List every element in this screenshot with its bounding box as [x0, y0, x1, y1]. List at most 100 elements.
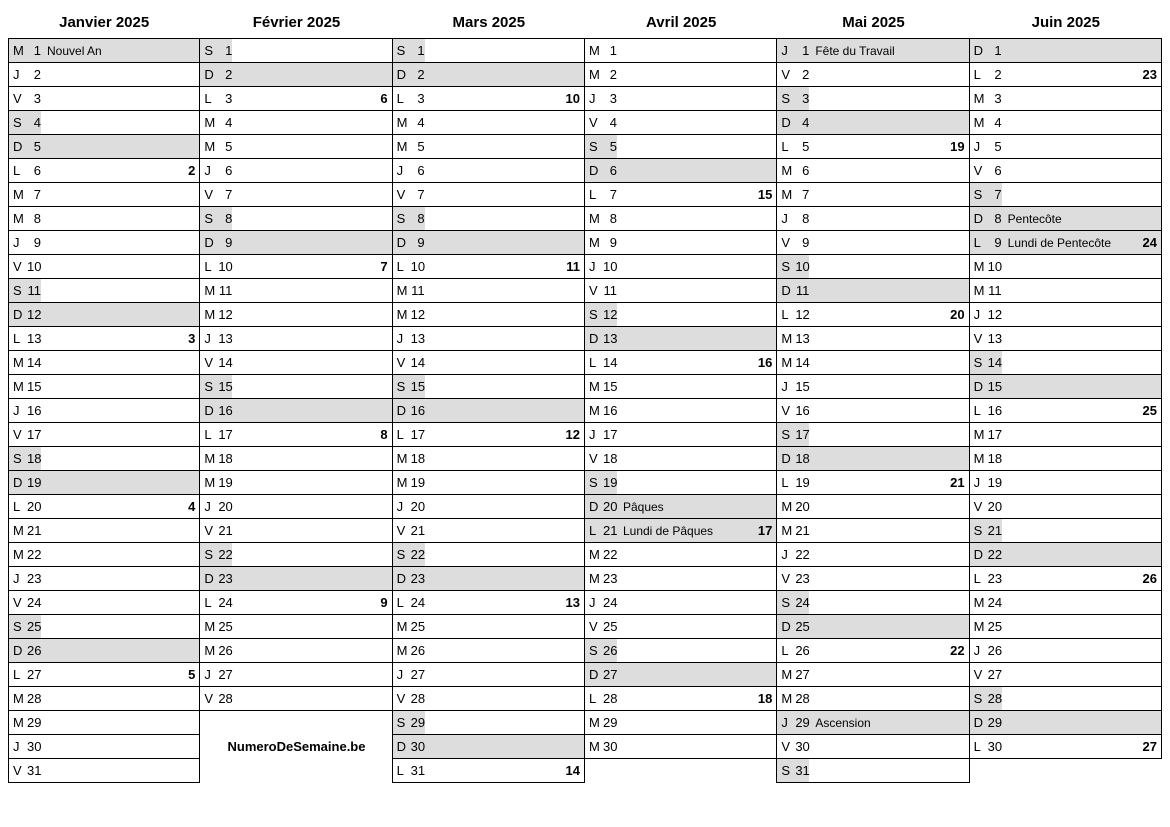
- holiday-name: Pâques: [623, 500, 772, 514]
- day-row: V28: [392, 686, 585, 711]
- day-number: 7: [27, 187, 47, 202]
- day-row: J26: [969, 638, 1162, 663]
- week-number: 20: [950, 307, 964, 322]
- day-of-week: M: [13, 523, 27, 538]
- day-number: 16: [27, 403, 47, 418]
- day-of-week: D: [974, 547, 988, 562]
- day-number: 10: [988, 259, 1008, 274]
- day-of-week: L: [781, 307, 795, 322]
- day-row: M22: [584, 542, 777, 567]
- day-number: 2: [27, 67, 47, 82]
- day-row: M7: [8, 182, 200, 207]
- day-row: L107: [199, 254, 392, 279]
- day-row: M17: [969, 422, 1162, 447]
- day-number: 16: [603, 403, 623, 418]
- day-number: 18: [988, 451, 1008, 466]
- day-number: 15: [988, 379, 1008, 394]
- day-number: 18: [218, 451, 238, 466]
- empty-cell: [969, 758, 1162, 783]
- day-number: 23: [27, 571, 47, 586]
- day-number: 21: [411, 523, 431, 538]
- week-number: 2: [188, 163, 195, 178]
- day-number: 30: [603, 739, 623, 754]
- day-number: 12: [218, 307, 238, 322]
- day-of-week: J: [204, 163, 218, 178]
- day-of-week: J: [974, 307, 988, 322]
- day-of-week: M: [13, 355, 27, 370]
- day-number: 4: [411, 115, 431, 130]
- day-number: 8: [988, 211, 1008, 226]
- day-of-week: J: [397, 331, 411, 346]
- day-of-week: S: [589, 643, 603, 658]
- day-row: S17: [776, 422, 969, 447]
- day-number: 5: [988, 139, 1008, 154]
- day-number: 8: [218, 211, 238, 226]
- day-number: 23: [218, 571, 238, 586]
- day-number: 17: [27, 427, 47, 442]
- day-of-week: S: [974, 691, 988, 706]
- day-of-week: L: [974, 67, 988, 82]
- day-row: V7: [392, 182, 585, 207]
- day-of-week: S: [781, 763, 795, 778]
- day-row: J16: [8, 398, 200, 423]
- day-row: M6: [776, 158, 969, 183]
- day-of-week: L: [974, 739, 988, 754]
- day-number: 22: [795, 547, 815, 562]
- day-number: 5: [603, 139, 623, 154]
- day-of-week: L: [781, 643, 795, 658]
- holiday-name: Fête du Travail: [815, 44, 964, 58]
- day-of-week: M: [974, 91, 988, 106]
- week-number: 22: [950, 643, 964, 658]
- month-column: Mai 2025J1Fête du TravailV2S3D4L519M6M7J…: [777, 8, 969, 783]
- day-row: L133: [8, 326, 200, 351]
- day-number: 31: [795, 763, 815, 778]
- day-row: D26: [8, 638, 200, 663]
- day-row: J13: [392, 326, 585, 351]
- day-number: 9: [988, 235, 1008, 250]
- day-row: J20: [199, 494, 392, 519]
- day-of-week: M: [397, 451, 411, 466]
- day-row: S26: [584, 638, 777, 663]
- day-number: 1: [603, 43, 623, 58]
- day-row: M29: [584, 710, 777, 735]
- day-number: 5: [795, 139, 815, 154]
- day-row: M13: [776, 326, 969, 351]
- day-of-week: D: [204, 403, 218, 418]
- day-of-week: M: [974, 283, 988, 298]
- day-number: 3: [411, 91, 431, 106]
- week-number: 11: [566, 259, 580, 274]
- day-row: J27: [199, 662, 392, 687]
- day-row: D19: [8, 470, 200, 495]
- day-of-week: V: [974, 499, 988, 514]
- day-row: J20: [392, 494, 585, 519]
- day-number: 22: [603, 547, 623, 562]
- day-of-week: S: [589, 307, 603, 322]
- day-row: M11: [392, 278, 585, 303]
- day-of-week: L: [397, 763, 411, 778]
- day-of-week: D: [204, 235, 218, 250]
- day-of-week: D: [13, 139, 27, 154]
- day-number: 28: [988, 691, 1008, 706]
- day-of-week: L: [589, 355, 603, 370]
- day-row: S15: [199, 374, 392, 399]
- day-number: 16: [411, 403, 431, 418]
- day-row: M25: [392, 614, 585, 639]
- week-number: 13: [566, 595, 580, 610]
- week-number: 23: [1143, 67, 1157, 82]
- day-row: J22: [776, 542, 969, 567]
- day-number: 18: [27, 451, 47, 466]
- day-row: M5: [199, 134, 392, 159]
- day-row: S29: [392, 710, 585, 735]
- day-row: D1: [969, 38, 1162, 63]
- day-of-week: V: [204, 187, 218, 202]
- day-of-week: V: [13, 259, 27, 274]
- day-number: 8: [411, 211, 431, 226]
- day-of-week: M: [589, 403, 603, 418]
- day-of-week: J: [974, 643, 988, 658]
- day-row: V9: [776, 230, 969, 255]
- day-row: L223: [969, 62, 1162, 87]
- day-row: M14: [8, 350, 200, 375]
- branding-text: NumeroDeSemaine.be: [200, 734, 392, 759]
- day-row: S22: [199, 542, 392, 567]
- day-of-week: S: [397, 211, 411, 226]
